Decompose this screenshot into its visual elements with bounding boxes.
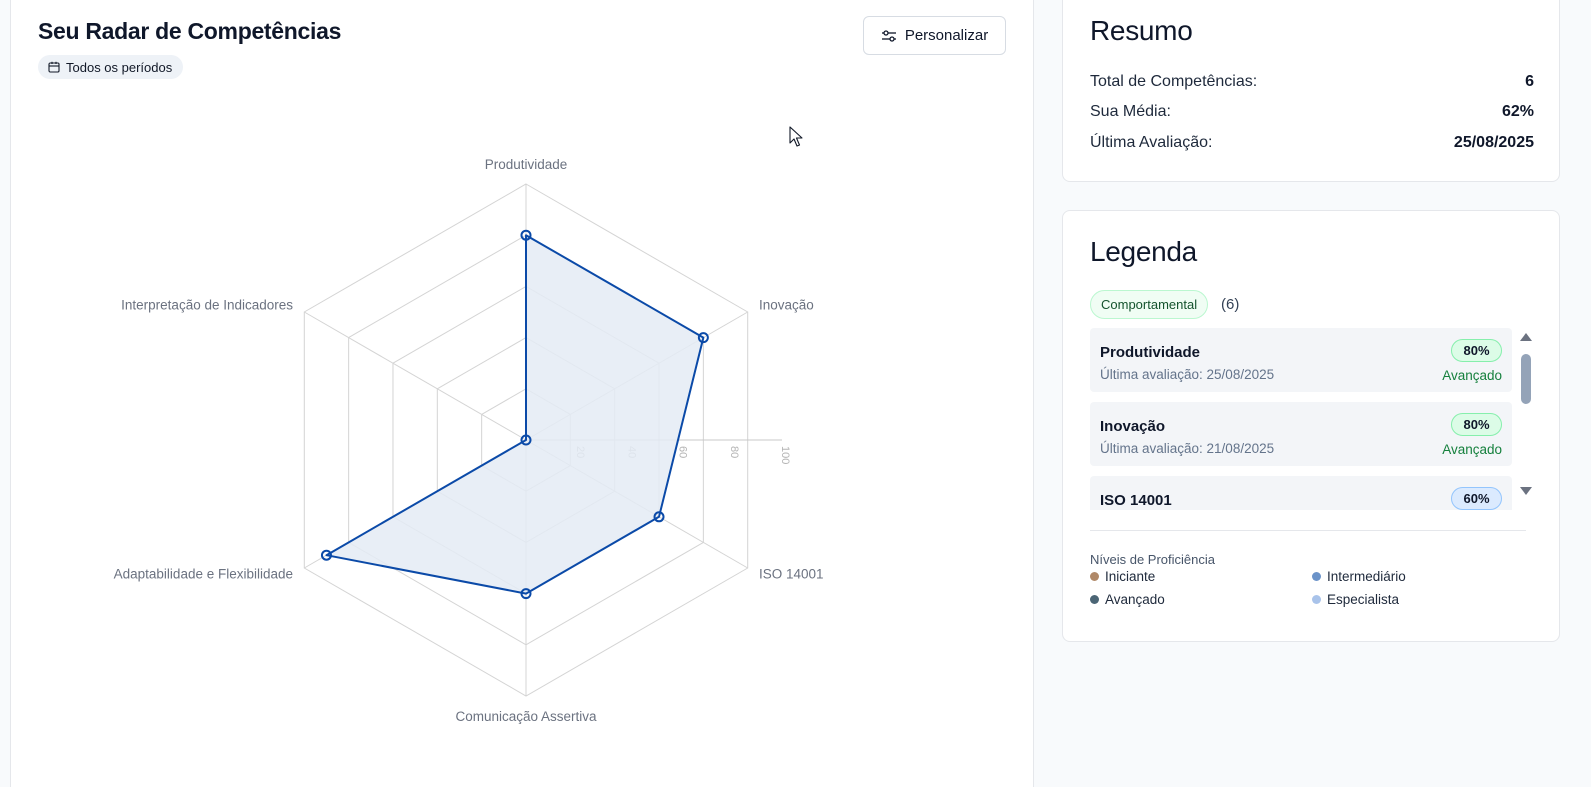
level-label: Avançado bbox=[1105, 592, 1165, 607]
competency-date: Última avaliação: 25/08/2025 bbox=[1100, 367, 1275, 382]
level-avancado: Avançado bbox=[1090, 592, 1165, 607]
radar-data-point bbox=[653, 511, 665, 523]
radar-axis-label: Produtividade bbox=[485, 157, 568, 172]
level-especialista: Especialista bbox=[1312, 592, 1399, 607]
level-iniciante: Iniciante bbox=[1090, 569, 1155, 584]
summary-last-eval-label: Última Avaliação: bbox=[1090, 134, 1213, 151]
radar-tick-label: 60 bbox=[677, 446, 689, 458]
period-filter-label: Todos os períodos bbox=[66, 59, 173, 75]
scroll-up-arrow-icon[interactable] bbox=[1520, 333, 1532, 341]
level-intermediario: Intermediário bbox=[1312, 569, 1406, 584]
category-badge[interactable]: Comportamental bbox=[1090, 290, 1209, 319]
radar-axis-label: Adaptabilidade e Flexibilidade bbox=[114, 567, 293, 582]
level-dot-icon bbox=[1090, 595, 1099, 604]
summary-total-value: 6 bbox=[1525, 73, 1534, 90]
level-dot-icon bbox=[1090, 572, 1099, 581]
radar-axis-label: ISO 14001 bbox=[759, 567, 824, 582]
competency-level: Avançado bbox=[1442, 368, 1502, 383]
list-item[interactable]: ISO 14001 60% bbox=[1090, 476, 1512, 510]
summary-title: Resumo bbox=[1090, 15, 1193, 46]
competency-level: Avançado bbox=[1442, 442, 1502, 457]
calendar-icon bbox=[48, 61, 60, 73]
radar-axis-label: Interpretação de Indicadores bbox=[121, 298, 293, 313]
divider bbox=[1090, 530, 1526, 531]
list-item[interactable]: Produtividade Última avaliação: 25/08/20… bbox=[1090, 328, 1512, 392]
summary-row-last-eval: Última Avaliação: 25/08/2025 bbox=[1090, 134, 1534, 152]
radar-spoke bbox=[304, 311, 527, 441]
level-label: Especialista bbox=[1327, 592, 1400, 607]
sliders-icon bbox=[881, 29, 896, 42]
competency-name: Produtividade bbox=[1100, 344, 1201, 361]
radar-series-area bbox=[325, 234, 705, 595]
competency-list[interactable]: Produtividade Última avaliação: 25/08/20… bbox=[1090, 328, 1512, 510]
scrollbar-thumb[interactable] bbox=[1521, 354, 1531, 404]
radar-data-point bbox=[520, 434, 532, 446]
radar-data-point bbox=[697, 332, 709, 344]
summary-average-value: 62% bbox=[1501, 103, 1534, 120]
radar-axis-label: Inovação bbox=[759, 298, 814, 313]
summary-total-label: Total de Competências: bbox=[1090, 73, 1258, 90]
radar-tick-label: 100 bbox=[779, 446, 791, 464]
level-dot-icon bbox=[1312, 595, 1321, 604]
competency-percent-badge: 80% bbox=[1451, 339, 1502, 362]
competency-date: Última avaliação: 21/08/2025 bbox=[1100, 441, 1275, 456]
competency-name: ISO 14001 bbox=[1100, 492, 1172, 509]
page-title: Seu Radar de Competências bbox=[38, 18, 342, 44]
radar-data-point bbox=[320, 549, 332, 561]
proficiency-levels-title: Níveis de Proficiência bbox=[1090, 552, 1215, 567]
mouse-cursor-icon bbox=[789, 126, 803, 147]
summary-card: Resumo Total de Competências: 6 Sua Médi… bbox=[1062, 0, 1560, 182]
scroll-down-arrow-icon[interactable] bbox=[1520, 487, 1532, 495]
period-filter-chip[interactable]: Todos os períodos bbox=[38, 55, 184, 79]
competency-percent-badge: 80% bbox=[1451, 413, 1502, 436]
radar-data-point bbox=[520, 588, 532, 600]
list-item[interactable]: Inovação Última avaliação: 21/08/2025 80… bbox=[1090, 402, 1512, 466]
summary-average-label: Sua Média: bbox=[1090, 103, 1171, 120]
category-count: (6) bbox=[1221, 296, 1240, 313]
summary-last-eval-value: 25/08/2025 bbox=[1453, 134, 1534, 151]
competency-percent-badge: 60% bbox=[1451, 487, 1502, 510]
summary-row-average: Sua Média: 62% bbox=[1090, 103, 1534, 121]
radar-card bbox=[10, 0, 1034, 787]
radar-data-point bbox=[520, 229, 532, 241]
level-label: Intermediário bbox=[1327, 569, 1406, 584]
radar-chart: 20406080100ProdutividadeInovaçãoISO 1400… bbox=[114, 157, 824, 724]
level-dot-icon bbox=[1312, 572, 1321, 581]
radar-axis-label: Comunicação Assertiva bbox=[455, 709, 597, 724]
legend-title: Legenda bbox=[1090, 236, 1197, 267]
level-label: Iniciante bbox=[1105, 569, 1156, 584]
legend-card: Legenda Comportamental (6) Produtividade… bbox=[1062, 210, 1560, 642]
personalizar-button[interactable]: Personalizar bbox=[863, 16, 1006, 55]
competency-name: Inovação bbox=[1100, 418, 1166, 435]
summary-row-total: Total de Competências: 6 bbox=[1090, 73, 1534, 91]
personalizar-label: Personalizar bbox=[904, 27, 989, 44]
radar-tick-label: 80 bbox=[728, 446, 740, 458]
